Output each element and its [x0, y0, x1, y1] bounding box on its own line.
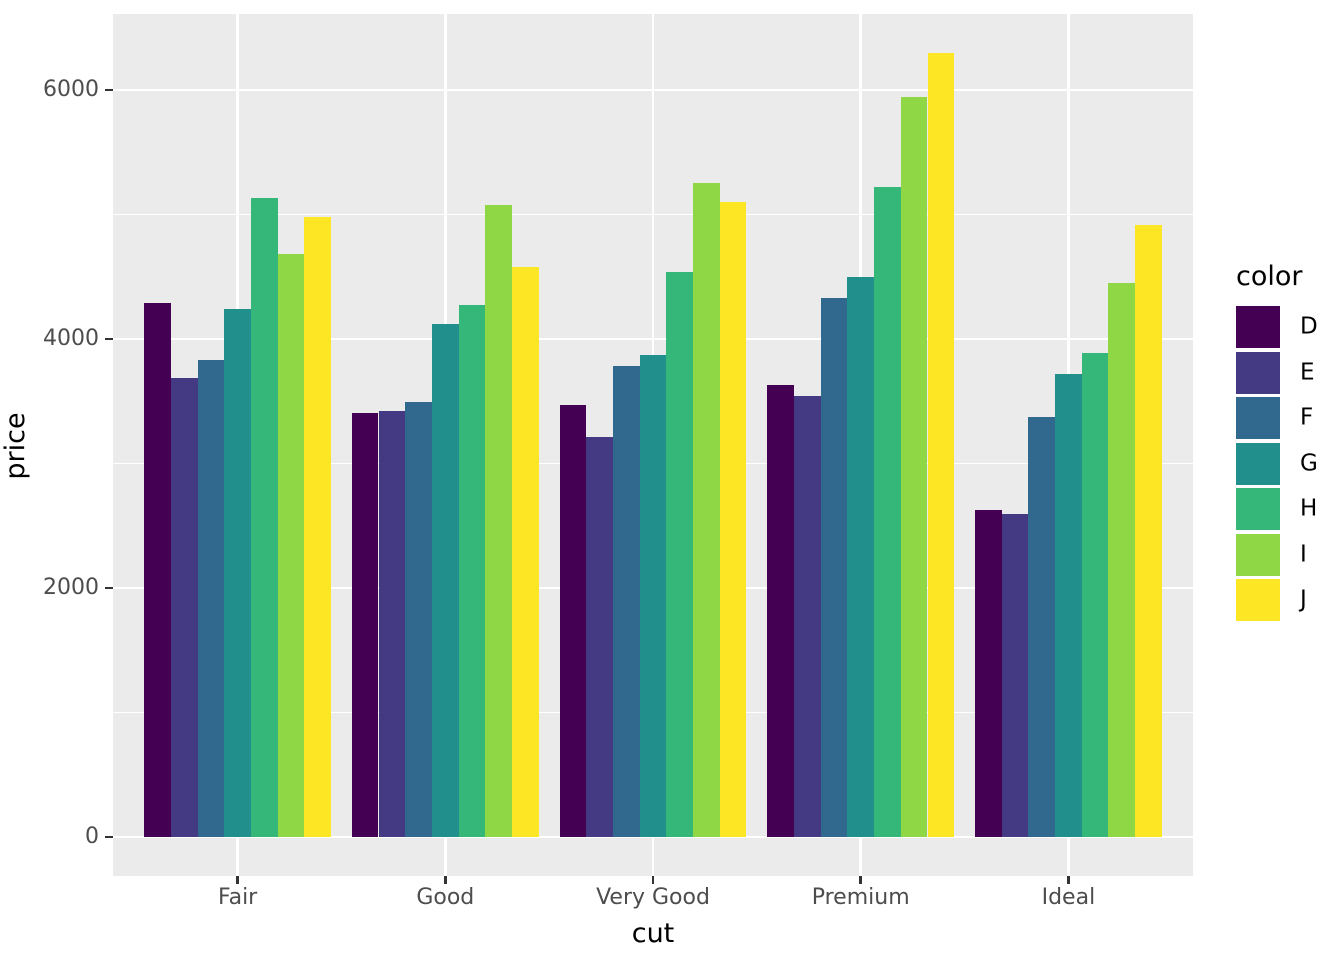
y-tick-label: 6000: [43, 76, 99, 102]
legend-swatch-f: [1236, 397, 1280, 439]
legend-label-e: E: [1300, 359, 1315, 385]
bar-premium-e: [793, 396, 821, 837]
bar-fair-g: [224, 309, 251, 837]
bar-fair-h: [251, 197, 278, 837]
bar-ideal-h: [1081, 352, 1109, 837]
bar-fair-i: [277, 253, 305, 837]
x-tick: [1067, 876, 1070, 884]
bar-very-good-g: [639, 354, 667, 837]
x-tick: [236, 876, 239, 884]
x-tick-label: Ideal: [1041, 885, 1096, 910]
bar-good-e: [378, 410, 406, 837]
bar-good-j: [512, 267, 539, 837]
legend-swatch-g: [1236, 442, 1280, 485]
legend-label-d: D: [1300, 313, 1318, 340]
x-axis-title: cut: [631, 918, 675, 949]
legend-title: color: [1236, 261, 1303, 292]
y-tick: [105, 337, 113, 341]
bar-very-good-j: [719, 201, 747, 837]
bar-ideal-e: [1001, 513, 1029, 837]
legend-key-f: F: [1236, 397, 1344, 439]
bar-premium-j: [927, 53, 955, 837]
bar-ideal-g: [1055, 373, 1082, 837]
y-tick: [105, 586, 113, 590]
y-axis-title: price: [0, 412, 31, 480]
legend-label-g: G: [1300, 450, 1318, 476]
bar-fair-d: [144, 302, 171, 837]
y-tick-label: 0: [85, 823, 99, 849]
bar-premium-i: [900, 96, 928, 837]
bar-premium-f: [820, 298, 848, 837]
legend-key-d: D: [1236, 306, 1344, 348]
x-tick-label: Fair: [217, 885, 258, 910]
bar-good-h: [458, 304, 486, 837]
bar-very-good-d: [559, 404, 587, 837]
bar-ideal-j: [1135, 224, 1162, 837]
y-tick: [105, 835, 113, 839]
legend-label-f: F: [1300, 404, 1314, 431]
x-tick-label: Premium: [811, 885, 910, 910]
legend-swatch-h: [1236, 488, 1280, 530]
legend-label-j: J: [1300, 586, 1307, 613]
bar-fair-f: [197, 360, 225, 837]
x-tick-label: Good: [416, 885, 475, 910]
bar-ideal-i: [1108, 282, 1136, 837]
bar-premium-h: [874, 187, 901, 837]
legend-key-g: G: [1236, 442, 1344, 485]
bar-very-good-i: [693, 182, 720, 837]
legend-swatch-d: [1236, 306, 1280, 348]
bar-good-g: [432, 323, 459, 837]
legend-label-i: I: [1300, 541, 1307, 567]
y-tick-label: 2000: [43, 574, 99, 600]
bar-good-d: [351, 412, 379, 837]
bar-good-f: [405, 401, 432, 837]
bar-premium-d: [767, 384, 794, 837]
legend-key-i: I: [1236, 533, 1344, 576]
legend-swatch-i: [1236, 533, 1280, 576]
x-tick: [444, 876, 447, 884]
y-tick: [105, 88, 113, 92]
legend-label-h: H: [1300, 495, 1318, 522]
bar-very-good-e: [586, 436, 613, 837]
bar-ideal-f: [1028, 416, 1055, 837]
legend-swatch-j: [1236, 579, 1280, 621]
bar-ideal-d: [974, 509, 1002, 837]
bar-fair-j: [304, 217, 332, 837]
bar-very-good-f: [612, 366, 640, 837]
bar-good-i: [485, 204, 513, 837]
x-tick: [651, 876, 655, 884]
legend-key-h: H: [1236, 488, 1344, 530]
bar-very-good-h: [666, 272, 694, 837]
legend-swatch-e: [1236, 351, 1280, 394]
y-tick-label: 4000: [43, 325, 99, 351]
x-tick: [859, 876, 862, 884]
bar-premium-g: [847, 276, 874, 837]
legend-key-e: E: [1236, 351, 1344, 394]
legend-key-j: J: [1236, 579, 1344, 621]
x-tick-label: Very Good: [596, 885, 710, 910]
bar-fair-e: [170, 378, 198, 837]
plot-panel: [113, 14, 1193, 876]
